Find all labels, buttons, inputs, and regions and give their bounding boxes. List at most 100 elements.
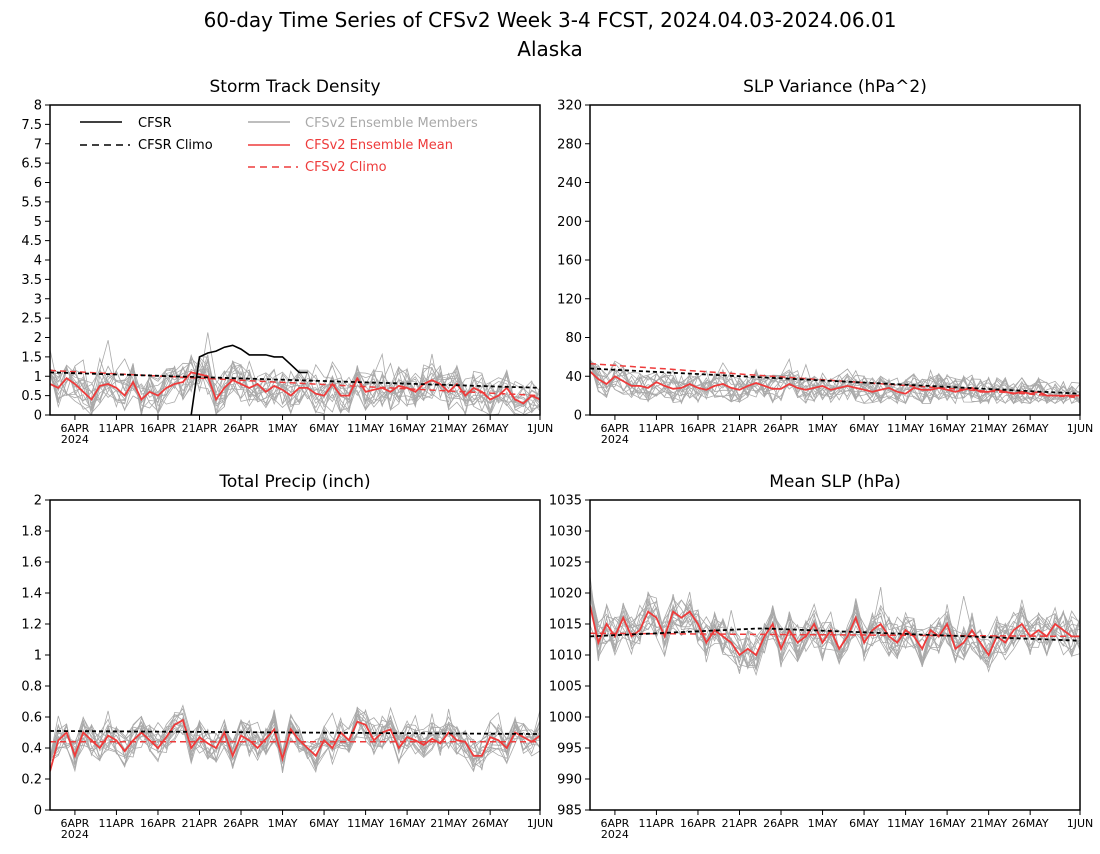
x-tick-label: 11APR	[99, 422, 135, 435]
y-tick-label: 1025	[549, 556, 582, 571]
legend: CFSR CFSR Climo CFSv2 Ensemble Members C…	[80, 116, 478, 175]
y-tick-label: 1030	[549, 525, 582, 540]
y-tick-label: 0.6	[21, 711, 42, 726]
x-tick-label: 21APR	[722, 422, 758, 435]
plot-area	[50, 704, 540, 774]
y-tick-label: 1010	[549, 649, 582, 664]
x-tick-label: 21MAY	[970, 422, 1007, 435]
ensemble-mean-line	[50, 718, 540, 772]
y-tick-label: 320	[557, 99, 582, 114]
y-tick-label: 1.6	[21, 556, 42, 571]
x-tick-label: 21APR	[722, 817, 758, 830]
panel-title: Mean SLP (hPa)	[769, 472, 901, 492]
x-tick-label: 1JUN	[1067, 422, 1094, 435]
x-tick-label: 26APR	[223, 817, 259, 830]
y-tick-label: 7	[34, 137, 42, 152]
y-tick-label: 6	[34, 176, 42, 191]
x-tick-label: 16APR	[680, 817, 716, 830]
figure-title: 60-day Time Series of CFSv2 Week 3-4 FCS…	[204, 8, 897, 32]
y-tick-label: 5	[34, 215, 42, 230]
x-tick-label: 6MAY	[849, 817, 879, 830]
x-tick-label: 6APR	[61, 422, 90, 435]
cfsv2-climo-line	[50, 369, 540, 397]
y-tick-label: 0	[34, 409, 42, 424]
ensemble-member-line	[50, 362, 540, 415]
y-tick-label: 2	[34, 494, 42, 509]
x-tick-label: 6APR	[601, 422, 630, 435]
ensemble-member-line	[590, 360, 1080, 405]
ensemble-member-line	[590, 359, 1080, 405]
x-tick-label: 11MAY	[347, 817, 384, 830]
x-year-label: 2024	[601, 433, 629, 446]
x-tick-label: 11APR	[639, 422, 675, 435]
legend-cfsr-label: CFSR	[138, 116, 172, 131]
y-tick-label: 4.5	[21, 234, 42, 249]
y-tick-label: 1020	[549, 587, 582, 602]
panel-1: Storm Track Density 0 0.5 1 1.5 2 2.5 3 3.5 4 4.5 5…	[21, 77, 553, 446]
legend-ens-mean-label: CFSv2 Ensemble Mean	[305, 138, 453, 153]
cfsr-climo-line	[50, 371, 540, 389]
x-tick-label: 11MAY	[347, 422, 384, 435]
y-tick-label: 1000	[549, 711, 582, 726]
y-tick-label: 1.5	[21, 350, 42, 365]
y-tick-label: 1005	[549, 680, 582, 695]
panel-frame	[49, 499, 541, 811]
x-tick-label: 26APR	[763, 817, 799, 830]
ensemble-member-line	[590, 586, 1080, 669]
x-tick-label: 11APR	[99, 817, 135, 830]
y-tick-label: 240	[557, 176, 582, 191]
ensemble-member-line	[590, 359, 1080, 405]
panel-3: Total Precip (inch) 0 0.2 0.4 0.6 0.8 1 1.2 1.4 1…	[21, 472, 553, 841]
x-tick-label: 16MAY	[929, 422, 966, 435]
x-year-label: 2024	[601, 828, 629, 841]
ensemble-member-line	[590, 585, 1080, 668]
y-tick-label: 6.5	[21, 157, 42, 172]
x-tick-label: 6MAY	[309, 817, 339, 830]
x-tick-label: 16MAY	[929, 817, 966, 830]
y-tick-label: 0.5	[21, 389, 42, 404]
x-tick-label: 16MAY	[389, 422, 426, 435]
plot-area	[590, 358, 1080, 405]
y-tick-label: 280	[557, 137, 582, 152]
x-tick-label: 6MAY	[849, 422, 879, 435]
x-year-label: 2024	[61, 433, 89, 446]
panel-title: SLP Variance (hPa^2)	[743, 77, 927, 97]
x-tick-label: 1MAY	[808, 422, 838, 435]
legend-members-label: CFSv2 Ensemble Members	[305, 116, 478, 131]
cfsr-line	[190, 344, 308, 415]
ensemble-member-line	[590, 360, 1080, 404]
ensemble-member-line	[50, 710, 540, 772]
y-tick-label: 1035	[549, 494, 582, 509]
y-tick-label: 1.8	[21, 525, 42, 540]
x-tick-label: 26MAY	[472, 817, 509, 830]
y-tick-label: 1	[34, 649, 42, 664]
x-tick-label: 11MAY	[887, 817, 924, 830]
ensemble-member-line	[50, 352, 540, 415]
y-tick-label: 995	[557, 742, 582, 757]
x-tick-label: 26APR	[763, 422, 799, 435]
legend-cfsv2-climo-label: CFSv2 Climo	[305, 160, 387, 175]
x-tick-label: 26MAY	[1012, 817, 1049, 830]
x-tick-label: 1JUN	[527, 422, 554, 435]
y-tick-label: 1.4	[21, 587, 42, 602]
x-tick-label: 1MAY	[268, 817, 298, 830]
y-tick-label: 1	[34, 370, 42, 385]
ensemble-member-line	[50, 354, 540, 415]
x-year-label: 2024	[61, 828, 89, 841]
panel-2: SLP Variance (hPa^2) 0 40 80 120 160 200 240 280…	[557, 77, 1093, 446]
y-tick-label: 990	[557, 773, 582, 788]
y-tick-label: 0	[34, 804, 42, 819]
panel-title: Total Precip (inch)	[218, 472, 370, 492]
x-tick-label: 21APR	[182, 817, 218, 830]
x-tick-label: 26MAY	[1012, 422, 1049, 435]
y-tick-label: 0	[574, 409, 582, 424]
y-tick-label: 200	[557, 215, 582, 230]
x-tick-label: 6APR	[61, 817, 90, 830]
y-tick-label: 0.8	[21, 680, 42, 695]
y-tick-label: 4	[34, 254, 42, 269]
cfsr-climo-line	[590, 367, 1080, 395]
x-tick-label: 21MAY	[430, 422, 467, 435]
panel-title: Storm Track Density	[209, 77, 380, 97]
ensemble-member-line	[590, 588, 1080, 662]
